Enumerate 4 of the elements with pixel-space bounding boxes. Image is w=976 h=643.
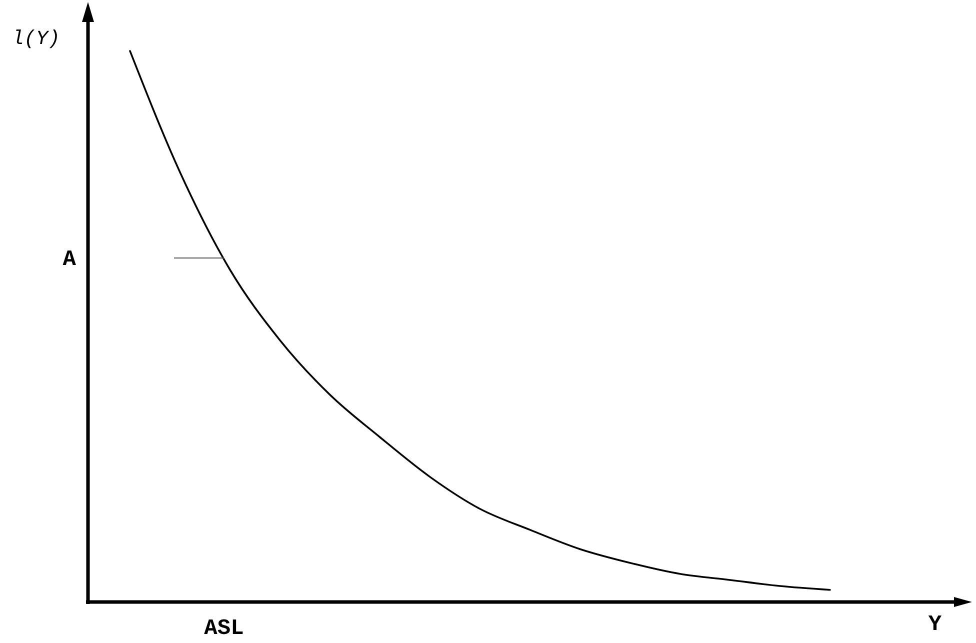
y-axis-title: l(Y) [12,28,60,51]
text: ASL [204,616,244,641]
x-axis-title: Y [928,612,942,637]
text: A [62,247,77,272]
